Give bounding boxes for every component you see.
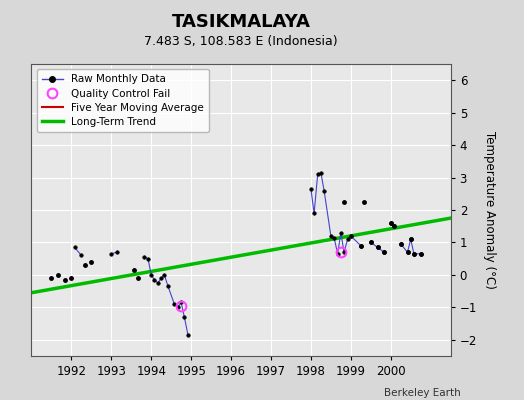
Y-axis label: Temperature Anomaly (°C): Temperature Anomaly (°C) <box>484 131 496 289</box>
Legend: Raw Monthly Data, Quality Control Fail, Five Year Moving Average, Long-Term Tren: Raw Monthly Data, Quality Control Fail, … <box>37 69 209 132</box>
Text: TASIKMALAYA: TASIKMALAYA <box>171 13 311 31</box>
Text: Berkeley Earth: Berkeley Earth <box>385 388 461 398</box>
Text: 7.483 S, 108.583 E (Indonesia): 7.483 S, 108.583 E (Indonesia) <box>144 36 338 48</box>
